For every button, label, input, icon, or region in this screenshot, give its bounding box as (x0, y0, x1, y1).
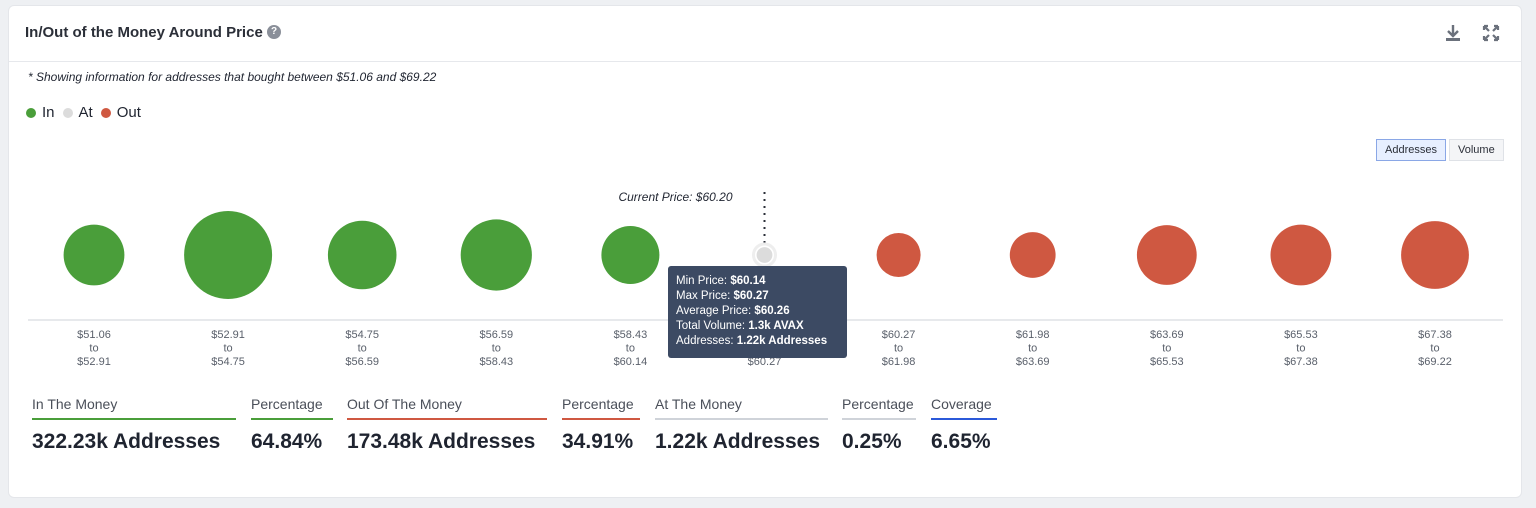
bubble-at[interactable] (756, 247, 773, 263)
tick-label: $56.59 (345, 356, 379, 368)
stat-column: Percentage 64.84% (251, 396, 333, 454)
tick-label: $56.59 (479, 329, 513, 341)
stat-value: 1.22k Addresses (655, 430, 820, 453)
bubble-in[interactable] (601, 226, 660, 284)
tick-label: to (1430, 343, 1439, 355)
stat-label: Out Of The Money (347, 396, 547, 420)
tick-label: $52.91 (77, 356, 111, 368)
tooltip-value: $60.27 (733, 290, 769, 302)
tooltip-row: Max Price: $60.27 (676, 289, 839, 304)
volume-toggle-button[interactable]: Volume (1449, 139, 1504, 161)
stat-column: Percentage 0.25% (842, 396, 916, 454)
tick-label: to (1162, 343, 1171, 355)
stat-value: 34.91% (562, 430, 634, 453)
tooltip-row: Addresses: 1.22k Addresses (676, 334, 839, 349)
stat-value: 0.25% (842, 430, 902, 453)
current-price-label: Current Price: $60.20 (618, 190, 732, 204)
iomap-chart: ITB CK$51.06to$52.91$52.91to$54.75$54.75… (28, 190, 1503, 368)
range-note: * Showing information for addresses that… (28, 70, 437, 84)
tick-label: $61.98 (882, 356, 916, 368)
bubble-out[interactable] (1401, 221, 1469, 289)
stat-value: 6.65% (931, 430, 991, 453)
tick-label: $65.53 (1150, 356, 1184, 368)
download-icon[interactable] (1441, 21, 1465, 45)
tick-label: $51.06 (77, 329, 111, 341)
legend-label-at: At (78, 104, 93, 121)
legend-dot-at (62, 107, 73, 118)
addresses-toggle-button[interactable]: Addresses (1376, 139, 1446, 161)
bubble-out[interactable] (1270, 224, 1332, 286)
bubble-in[interactable] (184, 211, 273, 299)
card-header: In/Out of the Money Around Price ? (9, 6, 1521, 62)
bubble-out[interactable] (876, 233, 921, 277)
tick-label: $67.38 (1284, 356, 1318, 368)
tick-label: to (1296, 343, 1305, 355)
stat-column: Coverage 6.65% (931, 396, 997, 454)
tooltip-row: Average Price: $60.26 (676, 304, 839, 319)
bubble-in[interactable] (460, 219, 532, 291)
tooltip-label: Total Volume: (676, 320, 749, 332)
legend-item-in[interactable]: In (26, 104, 55, 121)
legend-item-out[interactable]: Out (100, 104, 141, 121)
tooltip-label: Max Price: (676, 290, 734, 302)
tick-label: $54.75 (211, 356, 245, 368)
stat-label: Percentage (251, 396, 333, 420)
tick-label: to (894, 343, 903, 355)
chart-legend: In At Out (26, 104, 149, 121)
tick-label: $65.53 (1284, 329, 1318, 341)
tooltip-value: 1.22k Addresses (736, 335, 828, 347)
tooltip-label: Addresses: (676, 335, 737, 347)
stat-column: In The Money 322.23k Addresses (32, 396, 236, 454)
tick-label: $54.75 (345, 329, 379, 341)
tick-label: $67.38 (1418, 329, 1452, 341)
tick-label: to (626, 343, 635, 355)
tick-label: $58.43 (479, 356, 513, 368)
tooltip-value: $60.14 (730, 275, 766, 287)
stat-column: Out Of The Money 173.48k Addresses (347, 396, 547, 454)
bucket-tooltip: Min Price: $60.14 Max Price: $60.27 Averag… (668, 266, 847, 358)
tick-label: $63.69 (1150, 329, 1184, 341)
bubble-out[interactable] (1009, 232, 1056, 278)
tooltip-label: Min Price: (676, 275, 731, 287)
question-circle-icon[interactable]: ? (267, 25, 281, 39)
stat-value: 322.23k Addresses (32, 430, 221, 453)
stat-label: Percentage (562, 396, 640, 420)
tick-label: to (358, 343, 367, 355)
tick-label: $61.98 (1016, 329, 1050, 341)
stat-column: At The Money 1.22k Addresses (655, 396, 828, 454)
tick-label: $60.27 (882, 329, 916, 341)
tick-label: $52.91 (211, 329, 245, 341)
legend-label-in: In (42, 104, 55, 121)
stat-label: In The Money (32, 396, 236, 420)
legend-dot-in (26, 107, 36, 118)
tick-label: $63.69 (1016, 356, 1050, 368)
legend-item-at[interactable]: At (62, 104, 93, 121)
stat-label: At The Money (655, 396, 828, 420)
tick-label: $58.43 (614, 329, 648, 341)
tick-label: $69.22 (1418, 356, 1452, 368)
card-title: In/Out of the Money Around Price (25, 24, 263, 41)
stat-value: 173.48k Addresses (347, 430, 536, 453)
tick-label: to (492, 343, 501, 355)
bubble-out[interactable] (1136, 225, 1197, 285)
stat-label: Coverage (931, 396, 997, 420)
tick-label: $60.14 (614, 356, 648, 368)
tooltip-value: 1.3k AVAX (748, 320, 804, 332)
stat-column: Percentage 34.91% (562, 396, 640, 454)
tooltip-label: Average Price: (676, 305, 755, 317)
tooltip-row: Min Price: $60.14 (676, 274, 839, 289)
bubble-in[interactable] (327, 220, 397, 290)
bubble-in[interactable] (63, 224, 125, 286)
tick-label: to (1028, 343, 1037, 355)
tick-label: $60.27 (748, 356, 782, 368)
tooltip-row: Total Volume: 1.3k AVAX (676, 319, 839, 334)
tick-label: to (224, 343, 233, 355)
tick-label: to (89, 343, 98, 355)
stat-value: 64.84% (251, 430, 323, 453)
legend-label-out: Out (116, 104, 141, 121)
stat-label: Percentage (842, 396, 916, 420)
legend-dot-out (100, 107, 111, 118)
expand-icon[interactable] (1479, 21, 1503, 45)
tooltip-value: $60.26 (754, 305, 790, 317)
